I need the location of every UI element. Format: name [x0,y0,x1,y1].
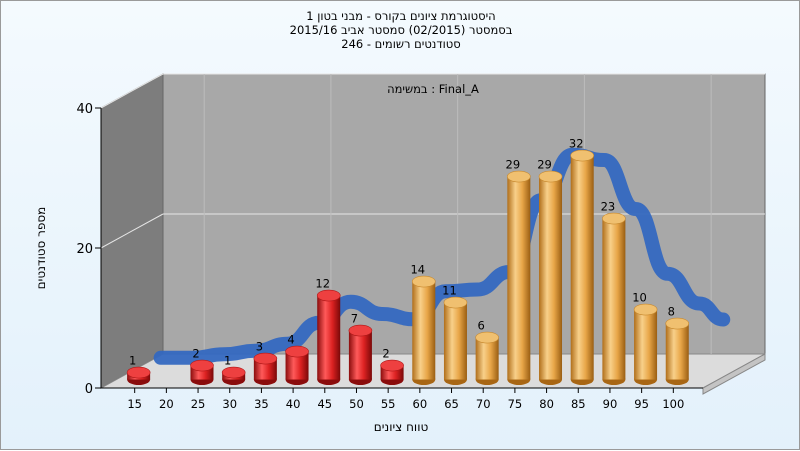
bar: 3 [253,340,278,386]
bar-top [570,149,595,162]
bar: 23 [601,200,626,386]
bar-top [538,170,563,183]
bar-value-label: 2 [382,347,389,361]
bar-top [316,289,341,302]
bar-top [507,170,531,183]
bar-top [665,317,690,330]
x-tick-label: 60 [413,397,428,411]
x-tick-label: 40 [286,397,301,411]
bar: 1 [126,354,151,386]
chart-title-line-1: היסטוגרמת ציונים בקורס - מבני בטון 1 [306,9,496,23]
bar: 29 [506,158,531,386]
chart-title-line-2: בסמסטר (02/2015) סמסטר אביב 2015/16 [289,23,513,37]
bar-top [190,359,214,372]
y-tick-label: 20 [76,242,93,257]
bar-body [443,302,467,380]
bar-top [443,296,468,309]
gridline-side [100,213,164,249]
bar-value-label: 29 [506,158,521,172]
bar: 14 [410,263,436,386]
bar-value-label: 8 [668,305,675,319]
x-tick-label: 90 [603,397,618,411]
x-tick-label: 55 [381,397,396,411]
floor-edge [702,353,766,395]
x-tick-label: 70 [476,397,491,411]
chart-title-line-3: סטודנטים רשומים - 246 [341,37,461,51]
x-tick-label: 100 [662,397,684,411]
bar: 1 [221,354,246,386]
bar-value-label: 3 [256,340,263,354]
bar-value-label: 12 [315,277,330,291]
bar-top [126,366,151,379]
x-tick-label: 20 [159,397,174,411]
bar-body [317,295,341,380]
x-tick-label: 80 [539,397,554,411]
bar-value-label: 10 [632,291,647,305]
y-tick-label: 40 [76,102,93,117]
bar-top [602,212,626,225]
bar: 32 [569,137,595,386]
bar: 2 [190,347,214,386]
bar-body [285,351,309,380]
x-tick-label: 35 [254,397,269,411]
bar: 2 [380,347,404,386]
bar-value-label: 4 [287,333,294,347]
bar-body [570,155,594,380]
bar-top [348,324,373,337]
bar-top [253,352,278,365]
bar-top [221,366,246,379]
bar-body [634,309,658,380]
bar: 10 [632,291,658,386]
gridline-side [100,73,164,109]
bar-value-label: 29 [537,158,552,172]
bar-value-label: 14 [410,263,425,277]
x-tick-label: 75 [508,397,523,411]
bar: 7 [348,312,373,386]
bar-body [507,176,531,380]
x-tick-label: 30 [222,397,237,411]
bar-value-label: 2 [192,347,199,361]
bar-top [285,345,309,358]
bar-top [475,331,499,344]
bar-body [412,281,436,380]
bar: 11 [442,284,468,386]
bar-value-label: 23 [601,200,616,214]
bar-body [602,218,626,380]
bar-body [539,176,563,380]
bar-body [348,330,372,380]
x-tick-label: 65 [444,397,459,411]
bar-top [411,275,436,288]
bar-value-label: 1 [224,354,231,368]
x-tick-label: 15 [127,397,142,411]
bar-value-label: 11 [442,284,457,298]
x-tick-label: 50 [349,397,364,411]
x-tick-label: 45 [317,397,332,411]
bar-value-label: 6 [477,319,484,333]
x-axis-label: טווח ציונים [373,420,429,434]
bar-body [253,358,277,380]
bar-value-label: 32 [569,137,584,151]
bar-top [380,359,404,372]
distribution-curve [153,147,731,365]
bar: 8 [665,305,690,386]
bar: 29 [537,158,563,386]
bar: 12 [315,277,341,386]
bar-body [475,337,499,380]
bar-top [633,303,658,316]
bar-body [665,323,689,380]
y-tick-label: 0 [85,382,93,397]
y-axis-label: מספר סטודנטים [34,206,48,290]
bar-value-label: 7 [351,312,358,326]
task-label: במשימה : Final_A [387,82,479,96]
x-tick-label: 95 [634,397,649,411]
x-tick-label: 85 [571,397,586,411]
x-tick-label: 25 [191,397,206,411]
bar: 6 [475,319,499,386]
bar: 4 [285,333,309,386]
bar-value-label: 1 [129,354,136,368]
